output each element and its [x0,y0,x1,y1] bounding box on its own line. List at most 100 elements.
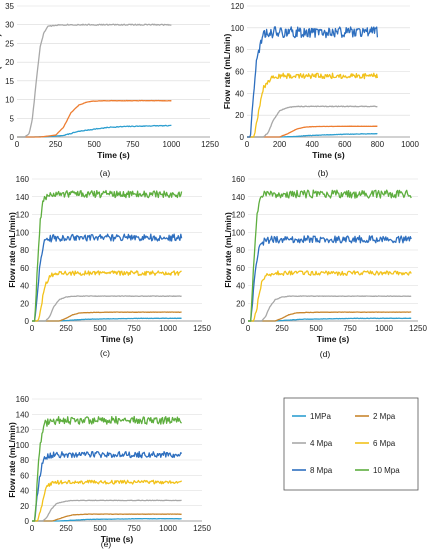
y-tick-label: 0 [25,517,30,526]
series-line-0 [32,517,182,522]
y-tick-label: 140 [232,193,246,202]
series-line-1 [248,311,412,322]
y-tick-label: 60 [236,264,245,273]
y-axis-title: Flow rate (mL/min) [223,212,233,288]
y-tick-label: 60 [20,264,29,273]
y-tick-label: 100 [16,441,30,450]
y-tick-label: 0 [240,133,245,142]
x-tick-label: 250 [49,140,63,149]
y-tick-label: 30 [5,21,14,30]
series-line-3 [32,270,182,322]
y-tick-label: 40 [235,89,244,98]
y-tick-label: 20 [235,111,244,120]
legend-item-2: 4 Mpa [292,439,333,448]
series-line-5 [248,189,412,322]
x-tick-label: 250 [275,324,289,333]
series-line-2 [247,105,378,138]
x-tick-label: 400 [306,140,320,149]
series-line-3 [32,479,183,522]
y-tick-label: 60 [20,471,29,480]
x-tick-label: 0 [30,524,35,533]
x-tick-label: 500 [93,524,107,533]
x-tick-label: 500 [309,324,323,333]
y-tick-label: 120 [16,211,30,220]
chart-panel-c: 0 20 40 60 80 100 120 140 160 0 250 500 750 1000 1250 T… [7,175,211,358]
y-tick-label: 0 [241,317,246,326]
x-tick-label: 600 [338,140,352,149]
y-axis-title: Flow rate (mL/min) [222,34,232,110]
y-tick-label: 40 [20,282,29,291]
x-tick-label: 1000 [375,324,393,333]
chart-panel-b: 0 20 40 60 80 100 120 0 200 400 600 800 1000 Time (s)… [222,2,419,178]
y-tick-label: 140 [16,193,30,202]
x-tick-label: 800 [371,140,385,149]
x-tick-label: 1000 [159,524,177,533]
legend-item-1: 2 Mpa [355,412,396,421]
y-tick-label: 20 [20,502,29,511]
y-tick-label: 20 [20,299,29,308]
legend-label-4: 8 Mpa [310,466,333,475]
legend-item-4: 8 Mpa [292,466,333,475]
x-tick-label: 200 [273,140,287,149]
series-line-0 [17,124,172,138]
x-tick-label: 750 [126,140,140,149]
x-tick-label: 0 [15,140,20,149]
legend-item-3: 6 Mpa [355,439,396,448]
series-line-3 [247,72,379,138]
panel-label: (c) [100,348,110,358]
y-axis-title: Flow rate (mL/min) [0,34,2,110]
y-tick-label: 60 [235,68,244,77]
series-line-2 [17,23,172,138]
series-line-4 [32,233,183,322]
y-tick-label: 160 [16,175,30,184]
series-line-1 [32,311,182,322]
y-tick-label: 120 [16,426,30,435]
y-tick-label: 10 [5,96,14,105]
x-tick-label: 750 [127,524,141,533]
panel-label: (e) [101,539,112,549]
panel-label: (d) [320,349,331,359]
x-tick-label: 1000 [163,140,181,149]
legend-label-1: 2 Mpa [373,412,396,421]
y-tick-label: 160 [232,175,246,184]
y-tick-label: 40 [20,487,29,496]
y-tick-label: 80 [20,456,29,465]
y-tick-label: 80 [235,46,244,55]
x-axis-title: Time (s) [101,334,134,344]
y-tick-label: 40 [236,282,245,291]
legend-frame [283,397,419,491]
y-tick-label: 0 [10,133,15,142]
legend-label-3: 6 Mpa [373,439,396,448]
panel-label: (a) [100,168,111,178]
legend-item-0: 1MPa [292,412,331,421]
y-tick-label: 160 [16,395,30,404]
y-tick-label: 80 [20,246,29,255]
chart-panel-d: 0 20 40 60 80 100 120 140 160 0 250 500 750 1000 1250 T… [223,175,427,359]
y-tick-label: 80 [236,246,245,255]
series-line-4 [32,451,183,522]
legend-item-5: 10 Mpa [355,466,400,475]
series-line-2 [248,295,412,322]
x-axis-title: Time (s) [101,534,134,544]
y-axis-title: Flow rate (mL/min) [7,212,17,288]
series-line-1 [17,99,172,138]
x-tick-label: 1250 [201,140,219,149]
series-line-4 [248,235,412,322]
y-tick-label: 35 [5,2,14,11]
panel-label: (b) [318,168,329,178]
series-line-1 [32,513,182,522]
x-tick-label: 0 [246,324,251,333]
legend-label-5: 10 Mpa [373,466,400,475]
x-axis-title: Time (s) [312,150,345,160]
y-tick-label: 100 [231,24,245,33]
x-tick-label: 1250 [409,324,427,333]
x-axis-title: Time (s) [317,334,350,344]
y-tick-label: 140 [16,410,30,419]
x-tick-label: 1250 [193,524,211,533]
x-tick-label: 250 [59,324,73,333]
y-tick-label: 0 [25,317,30,326]
x-tick-label: 500 [93,324,107,333]
series-line-1 [247,125,378,138]
chart-panel-e: 0 20 40 60 80 100 120 140 160 0 250 500 750 1000 1250 T… [7,395,211,549]
series-line-2 [32,295,182,322]
